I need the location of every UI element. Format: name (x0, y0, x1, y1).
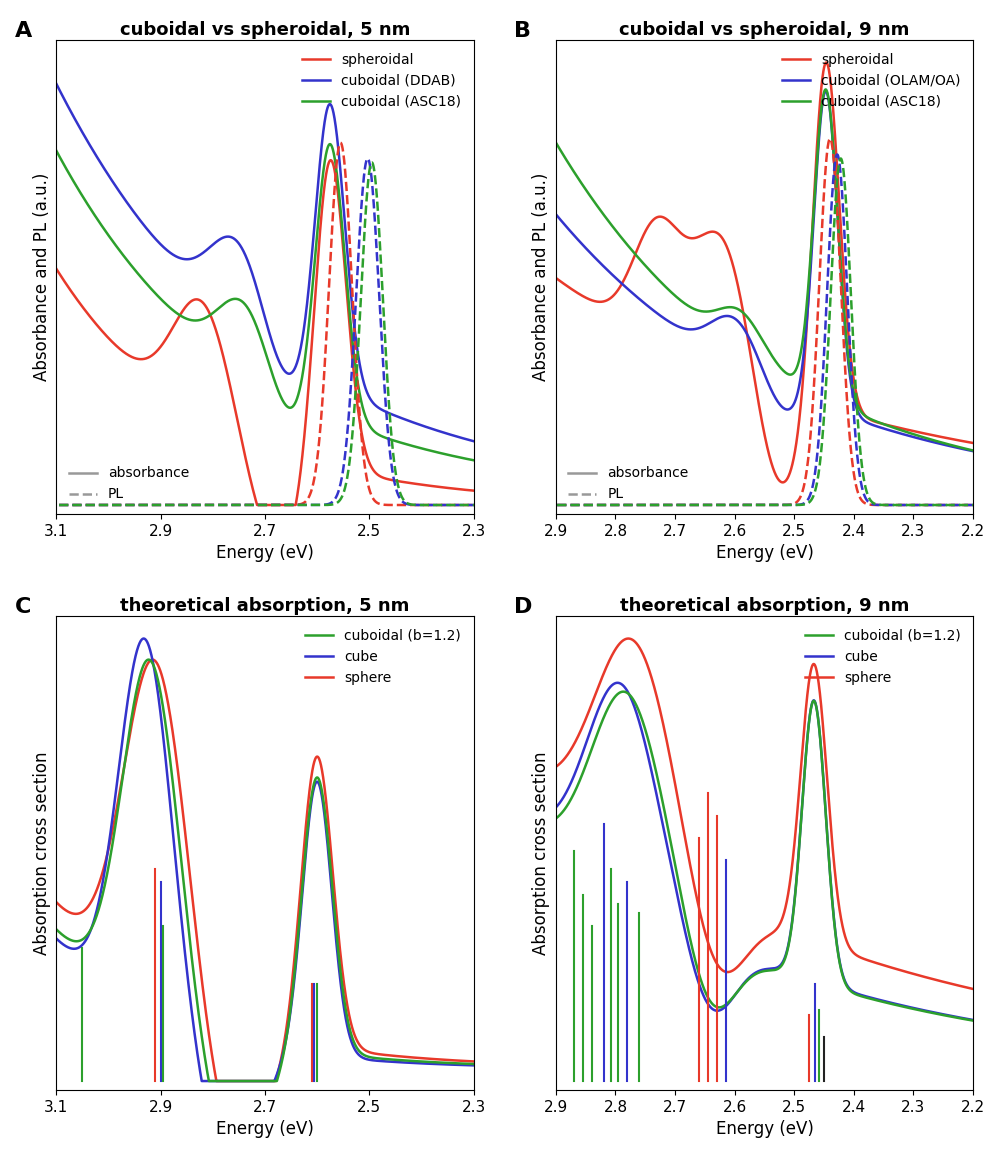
Text: D: D (514, 598, 532, 618)
Title: theoretical absorption, 5 nm: theoretical absorption, 5 nm (121, 597, 409, 615)
Text: C: C (14, 598, 31, 618)
X-axis label: Energy (eV): Energy (eV) (216, 1120, 314, 1138)
X-axis label: Energy (eV): Energy (eV) (715, 1120, 814, 1138)
Legend: absorbance, PL: absorbance, PL (562, 461, 694, 506)
Title: cuboidal vs spheroidal, 9 nm: cuboidal vs spheroidal, 9 nm (620, 21, 909, 39)
Title: theoretical absorption, 9 nm: theoretical absorption, 9 nm (620, 597, 909, 615)
Y-axis label: Absorbance and PL (a.u.): Absorbance and PL (a.u.) (532, 173, 550, 381)
Legend: cuboidal (b=1.2), cube, sphere: cuboidal (b=1.2), cube, sphere (800, 624, 966, 691)
Text: A: A (14, 22, 32, 42)
Title: cuboidal vs spheroidal, 5 nm: cuboidal vs spheroidal, 5 nm (120, 21, 410, 39)
Legend: absorbance, PL: absorbance, PL (63, 461, 194, 506)
Y-axis label: Absorption cross section: Absorption cross section (33, 751, 50, 955)
Text: B: B (514, 22, 531, 42)
Legend: cuboidal (b=1.2), cube, sphere: cuboidal (b=1.2), cube, sphere (300, 624, 467, 691)
Y-axis label: Absorbance and PL (a.u.): Absorbance and PL (a.u.) (33, 173, 50, 381)
X-axis label: Energy (eV): Energy (eV) (216, 544, 314, 562)
Y-axis label: Absorption cross section: Absorption cross section (532, 751, 550, 955)
X-axis label: Energy (eV): Energy (eV) (715, 544, 814, 562)
